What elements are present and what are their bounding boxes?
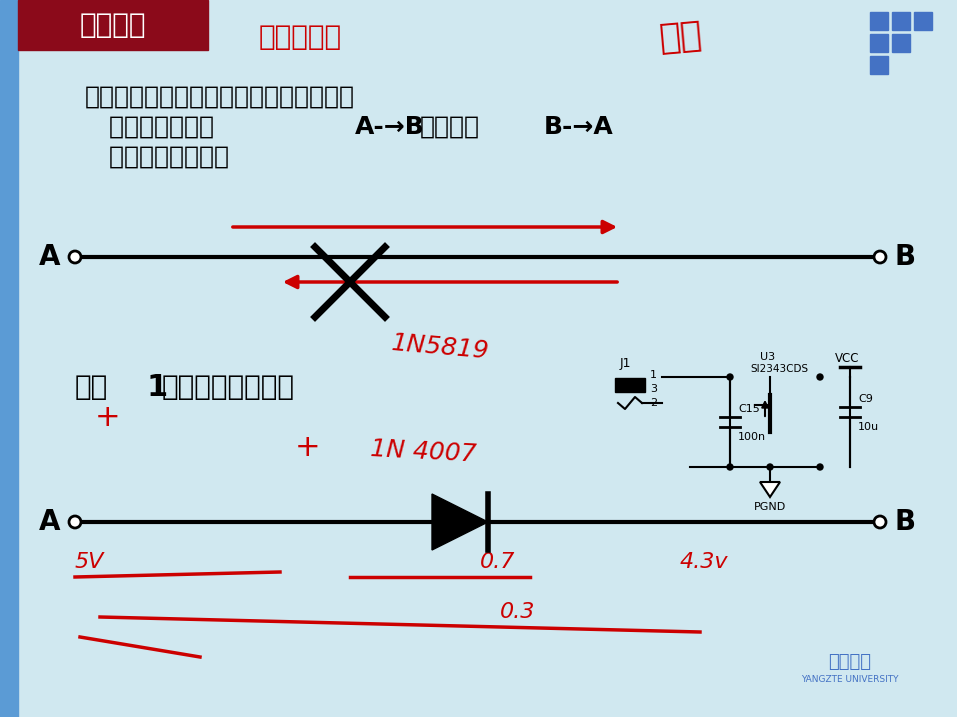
- Circle shape: [874, 251, 886, 263]
- Polygon shape: [432, 494, 488, 550]
- Text: +: +: [295, 432, 321, 462]
- Text: 1: 1: [147, 373, 168, 402]
- Circle shape: [817, 464, 823, 470]
- Text: 比如只让电流由: 比如只让电流由: [85, 115, 214, 139]
- Text: 0.7: 0.7: [480, 552, 516, 572]
- Text: 电路符号: 电路符号: [79, 11, 146, 39]
- Text: ：加入一个二级管: ：加入一个二级管: [162, 373, 295, 401]
- Text: 请问可以怎么做？: 请问可以怎么做？: [85, 145, 229, 169]
- Text: A: A: [39, 243, 60, 271]
- Text: 1: 1: [650, 370, 657, 380]
- Circle shape: [727, 374, 733, 380]
- Circle shape: [767, 464, 773, 470]
- Bar: [914, 12, 932, 30]
- Text: A: A: [39, 508, 60, 536]
- Text: 隔离作用：: 隔离作用：: [258, 23, 342, 51]
- Bar: [0, 0, 18, 717]
- Bar: [18, 0, 208, 50]
- Text: U3: U3: [760, 352, 775, 362]
- Text: 5V: 5V: [75, 552, 104, 572]
- Circle shape: [874, 516, 886, 528]
- Text: 0.3: 0.3: [500, 602, 535, 622]
- Text: 1N 4007: 1N 4007: [370, 437, 478, 467]
- Text: B-→A: B-→A: [544, 115, 613, 139]
- Text: SI2343CDS: SI2343CDS: [750, 364, 808, 374]
- Text: J1: J1: [620, 357, 632, 370]
- Text: 100n: 100n: [738, 432, 767, 442]
- Bar: [870, 34, 888, 52]
- Text: 3: 3: [650, 384, 657, 394]
- Text: A-→B: A-→B: [355, 115, 425, 139]
- Bar: [615, 378, 645, 392]
- Circle shape: [69, 516, 81, 528]
- Text: 方法: 方法: [75, 373, 108, 401]
- Text: +: +: [95, 402, 121, 432]
- Text: C9: C9: [858, 394, 873, 404]
- Bar: [870, 12, 888, 30]
- Text: VCC: VCC: [835, 352, 859, 365]
- Text: 2: 2: [650, 398, 657, 408]
- Text: 长江大学: 长江大学: [829, 653, 872, 671]
- Polygon shape: [760, 482, 780, 497]
- Text: 1N5819: 1N5819: [390, 331, 490, 364]
- Circle shape: [817, 374, 823, 380]
- Circle shape: [69, 251, 81, 263]
- Bar: [870, 56, 888, 74]
- Text: C15: C15: [738, 404, 760, 414]
- Text: PGND: PGND: [754, 502, 786, 512]
- Bar: [892, 34, 910, 52]
- Text: ，阻止由: ，阻止由: [420, 115, 480, 139]
- Text: B: B: [895, 508, 916, 536]
- Text: B: B: [895, 243, 916, 271]
- Text: 10u: 10u: [858, 422, 879, 432]
- Circle shape: [727, 464, 733, 470]
- Bar: [892, 12, 910, 30]
- Text: YANGZTE UNIVERSITY: YANGZTE UNIVERSITY: [801, 675, 899, 683]
- Text: 如果我们想实现线路上电流的单向流通，: 如果我们想实现线路上电流的单向流通，: [85, 85, 355, 109]
- Text: 4.3v: 4.3v: [680, 552, 728, 572]
- Text: 阶柱: 阶柱: [657, 18, 703, 56]
